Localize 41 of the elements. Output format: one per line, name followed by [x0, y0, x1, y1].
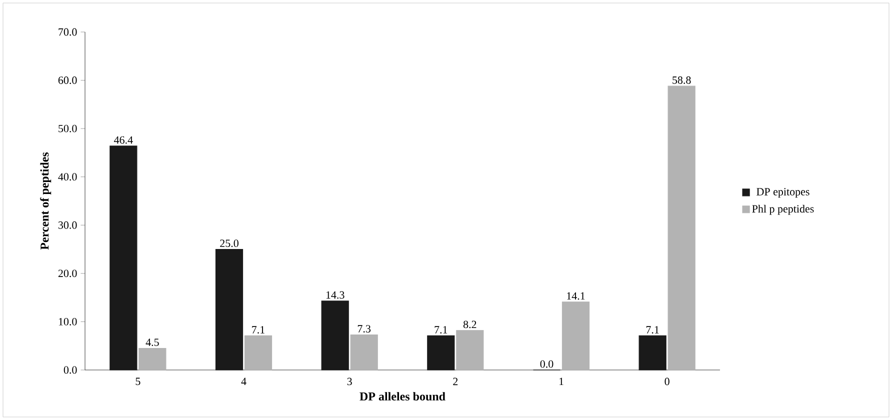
- x-tick-label: 2: [453, 378, 458, 386]
- x-tick-label: 3: [347, 378, 352, 386]
- data-label: 7.1: [646, 326, 659, 334]
- legend-label: DP epitopes: [756, 188, 810, 198]
- y-tick-label: 0.0: [64, 366, 77, 374]
- y-tick-label: 30.0: [58, 221, 77, 229]
- y-tick-label: 50.0: [58, 124, 77, 132]
- y-tick-label: 70.0: [58, 28, 77, 36]
- data-label: 7.3: [358, 325, 371, 333]
- y-axis-title: Percent of peptides: [40, 152, 52, 250]
- data-label: 8.2: [463, 320, 476, 328]
- bar: [427, 335, 455, 370]
- data-label: 0.0: [540, 360, 554, 368]
- bar: [138, 348, 166, 370]
- data-label: 4.5: [146, 338, 159, 346]
- data-label: 7.1: [252, 326, 264, 334]
- bar: [456, 330, 484, 370]
- data-label: 46.4: [114, 136, 133, 144]
- x-axis-title: DP alleles bound: [360, 392, 446, 401]
- y-tick-label: 40.0: [58, 173, 77, 181]
- x-tick-label: 0: [664, 378, 670, 386]
- x-tick-label: 1: [559, 378, 564, 386]
- bar: [638, 335, 666, 370]
- bar: [350, 334, 378, 370]
- bar: [110, 146, 138, 370]
- y-tick-label: 10.0: [58, 318, 77, 326]
- x-tick-label: 5: [136, 378, 140, 386]
- data-label: 7.1: [434, 326, 448, 334]
- x-tick-label: 4: [241, 378, 246, 386]
- bar: [321, 300, 349, 370]
- y-tick-label: 20.0: [58, 270, 77, 278]
- bar: [215, 248, 244, 370]
- y-tick-label: 60.0: [58, 76, 77, 84]
- data-label: 58.8: [672, 76, 691, 84]
- bar: [668, 86, 696, 370]
- bar: [562, 302, 590, 370]
- data-label: 14.3: [326, 291, 344, 299]
- bar: [244, 335, 272, 370]
- data-label: 14.1: [567, 292, 585, 300]
- data-label: 25.0: [220, 240, 238, 248]
- legend-label: Phl p peptides: [752, 204, 814, 215]
